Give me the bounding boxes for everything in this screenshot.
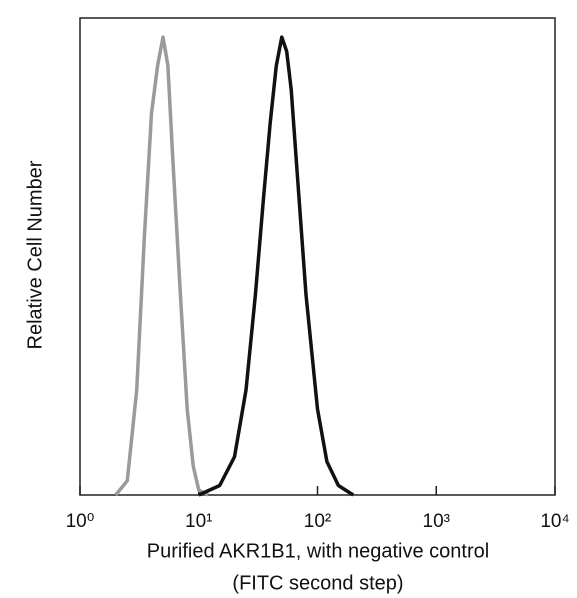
plot-frame [79,17,556,496]
x-tick-label: 10³ [423,511,450,532]
x-tick-label: 10² [304,511,331,532]
x-axis-title: Purified AKR1B1, with negative control [147,540,489,562]
y-axis-title: Relative Cell Number [24,160,46,349]
histogram-line [198,35,355,497]
x-tick-label: 10⁰ [66,511,95,532]
histogram-line [114,35,209,497]
x-tick-label: 10⁴ [540,511,569,532]
x-tick-label: 10¹ [185,511,212,532]
x-axis-subtitle: (FITC second step) [232,572,403,594]
